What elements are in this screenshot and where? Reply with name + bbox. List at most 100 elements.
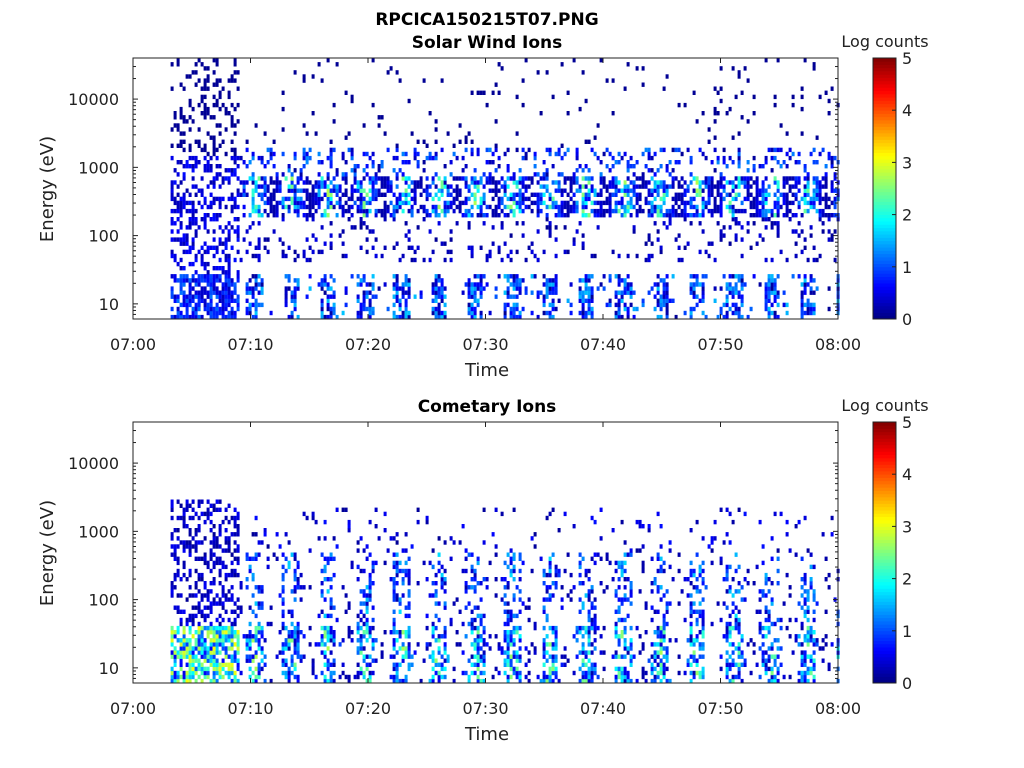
spectrogram-cell [569,204,573,210]
spectrogram-cell [752,274,756,279]
spectrogram-cell [206,658,210,663]
spectrogram-cell [569,196,573,202]
spectrogram-cell [218,638,222,643]
spectrogram-cell [290,290,294,295]
spectrogram-cell [659,204,663,210]
spectrogram-cell [479,90,483,95]
spectrogram-cell [377,176,381,181]
spectrogram-cell [404,568,408,574]
spectrogram-cell [446,192,450,197]
spectrogram-cell [830,184,834,189]
spectrogram-cell [584,98,588,104]
spectrogram-cell [692,274,696,279]
spectrogram-cell [401,642,405,647]
spectrogram-cell [764,188,768,193]
spectrogram-cell [524,646,528,651]
spectrogram-cell [479,314,483,320]
spectrogram-cell [740,282,744,287]
spectrogram-cell [470,204,474,210]
spectrogram-cell [419,192,423,197]
spectrogram-cell [248,630,252,635]
spectrogram-cell [719,237,723,242]
spectrogram-cell [338,204,342,210]
spectrogram-cell [533,544,537,549]
spectrogram-cell [314,180,318,185]
spectrogram-cell [281,670,285,676]
spectrogram-cell [305,131,309,136]
spectrogram-cell [173,678,177,684]
spectrogram-cell [467,621,471,627]
spectrogram-cell [218,544,222,549]
spectrogram-cell [476,298,480,303]
spectrogram-cell [587,278,591,283]
spectrogram-cell [404,532,408,537]
spectrogram-cell [482,274,486,279]
spectrogram-cell [560,192,564,197]
spectrogram-cell [317,172,321,177]
spectrogram-cell [659,306,663,312]
spectrogram-cell [185,678,189,684]
spectrogram-cell [236,274,240,279]
spectrogram-cell [179,286,183,291]
spectrogram-cell [395,290,399,295]
spectrogram-cell [188,568,192,574]
spectrogram-cell [467,601,471,606]
spectrogram-cell [194,642,198,647]
spectrogram-cell [752,221,756,226]
spectrogram-cell [329,556,333,561]
spectrogram-cell [215,164,219,169]
spectrogram-cell [191,245,195,250]
spectrogram-cell [710,180,714,185]
spectrogram-cell [203,642,207,647]
spectrogram-cell [428,257,432,263]
spectrogram-cell [689,160,693,165]
spectrogram-cell [611,528,615,533]
spectrogram-cell [320,642,324,647]
spectrogram-cell [191,662,195,667]
spectrogram-cell [650,213,654,218]
spectrogram-cell [512,213,516,218]
spectrogram-cell [494,188,498,193]
spectrogram-cell [200,556,204,561]
spectrogram-cell [608,560,612,566]
spectrogram-cell [404,630,408,635]
spectrogram-cell [311,74,315,79]
spectrogram-cell [320,609,324,614]
spectrogram-cell [275,556,279,561]
spectrogram-cell [356,662,360,667]
spectrogram-cell [551,630,555,635]
spectrogram-cell [185,278,189,283]
spectrogram-cell [215,147,219,153]
spectrogram-cell [224,298,228,303]
spectrogram-cell [398,257,402,263]
spectrogram-cell [359,221,363,226]
spectrogram-cell [224,225,228,230]
spectrogram-cell [800,302,804,308]
spectrogram-cell [647,200,651,206]
spectrogram-cell [239,670,243,676]
spectrogram-cell [503,670,507,676]
spectrogram-cell [182,609,186,614]
spectrogram-cell [464,208,468,214]
spectrogram-cell [218,200,222,206]
spectrogram-cell [275,188,279,193]
spectrogram-cell [407,192,411,197]
spectrogram-cell [395,196,399,202]
spectrogram-cell [206,111,210,116]
spectrogram-cell [173,605,177,610]
spectrogram-cell [593,646,597,651]
spectrogram-cell [326,213,330,218]
spectrogram-cell [533,192,537,197]
spectrogram-cell [332,204,336,210]
spectrogram-cell [410,544,414,549]
spectrogram-cell [293,662,297,667]
spectrogram-cell [545,286,549,291]
spectrogram-cell [332,302,336,308]
spectrogram-cell [263,188,267,193]
spectrogram-cell [194,654,198,659]
colorbar-segment [873,119,896,124]
spectrogram-cell [257,184,261,189]
spectrogram-cell [650,556,654,561]
spectrogram-cell [767,147,771,153]
spectrogram-cell [326,298,330,303]
